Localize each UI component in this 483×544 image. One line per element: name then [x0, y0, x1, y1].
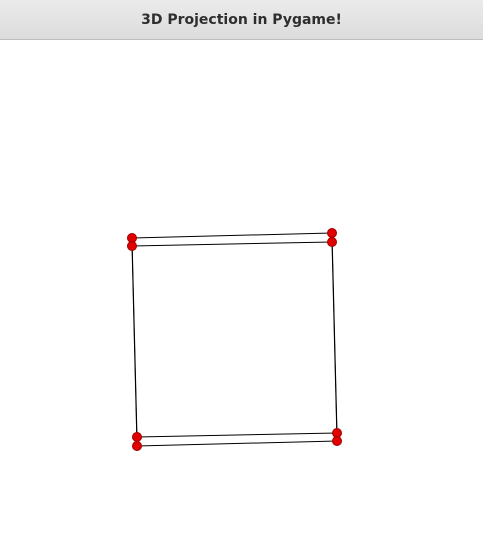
- cube-edges: [131, 232, 338, 447]
- projection-scene: [127, 228, 342, 451]
- window-title: 3D Projection in Pygame!: [141, 11, 342, 28]
- cube-vertex-v5: [327, 237, 337, 247]
- pygame-canvas[interactable]: [0, 40, 483, 544]
- cube-vertex-v3: [132, 432, 142, 442]
- cube-edge-5: [331, 241, 338, 442]
- cube-edge-6: [136, 440, 338, 447]
- cube-vertex-v6: [332, 436, 342, 446]
- window-titlebar[interactable]: 3D Projection in Pygame!: [0, 0, 483, 40]
- cube-vertex-v4: [127, 241, 137, 251]
- cube-vertices: [127, 228, 342, 451]
- cube-edge-4: [131, 241, 333, 247]
- cube-edge-2: [136, 432, 338, 438]
- cube-edge-0: [131, 232, 333, 239]
- cube-vertex-v7: [132, 441, 142, 451]
- cube-edge-7: [131, 245, 138, 447]
- cube-vertex-v1: [327, 228, 337, 238]
